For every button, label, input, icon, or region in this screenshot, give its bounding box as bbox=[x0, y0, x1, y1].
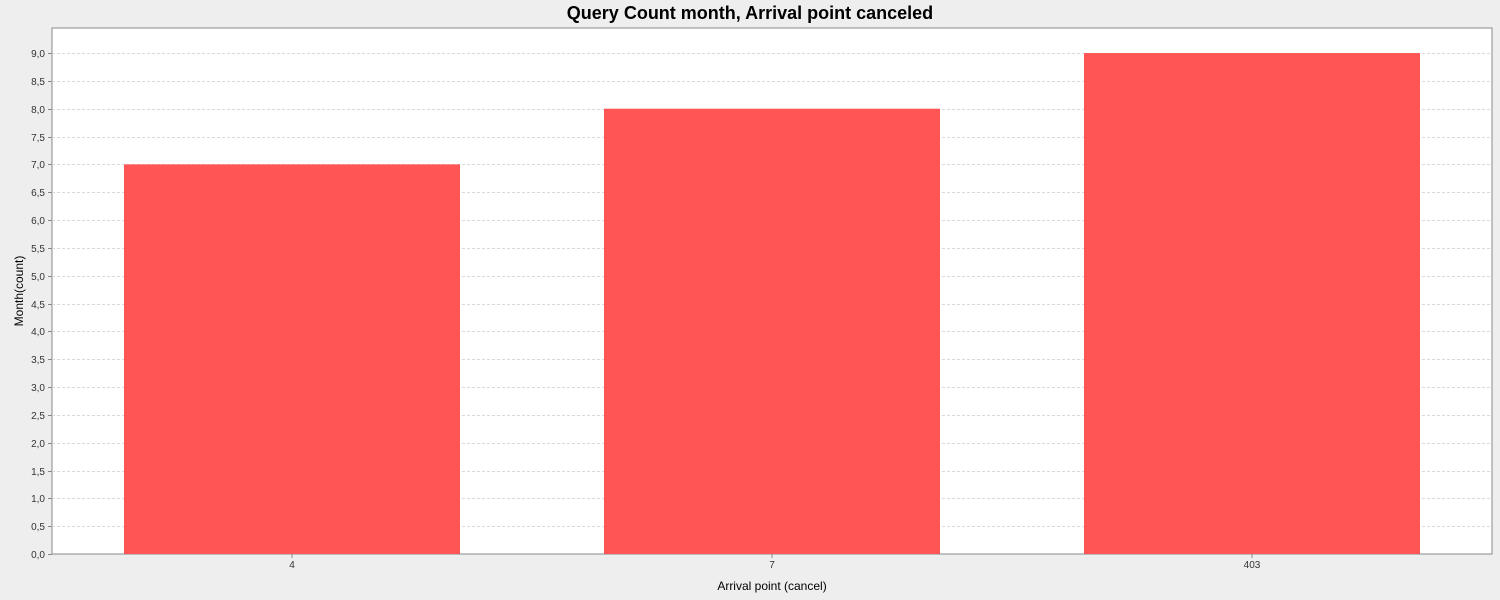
x-tick-label: 7 bbox=[769, 560, 775, 571]
bar-403 bbox=[1084, 53, 1420, 555]
y-tick-label: 0,0 bbox=[31, 550, 45, 561]
chart-title: Query Count month, Arrival point cancele… bbox=[567, 3, 933, 23]
y-tick-label: 2,0 bbox=[31, 439, 45, 450]
y-tick-label: 8,5 bbox=[31, 77, 45, 88]
y-tick-label: 1,5 bbox=[31, 467, 45, 478]
y-axis-label: Month(count) bbox=[12, 256, 26, 327]
y-tick-label: 9,0 bbox=[31, 49, 45, 60]
y-tick-label: 6,0 bbox=[31, 216, 45, 227]
bar-4 bbox=[124, 164, 460, 555]
y-tick-label: 7,5 bbox=[31, 133, 45, 144]
y-tick-label: 6,5 bbox=[31, 188, 45, 199]
x-tick-label: 4 bbox=[289, 560, 295, 571]
x-tick-label: 403 bbox=[1244, 560, 1261, 571]
x-axis-ticks: 4 7 403 bbox=[289, 554, 1261, 571]
y-tick-label: 0,5 bbox=[31, 522, 45, 533]
y-tick-label: 3,5 bbox=[31, 355, 45, 366]
y-tick-label: 1,0 bbox=[31, 494, 45, 505]
y-tick-label: 2,5 bbox=[31, 411, 45, 422]
y-tick-label: 4,5 bbox=[31, 300, 45, 311]
y-tick-label: 7,0 bbox=[31, 160, 45, 171]
bars bbox=[124, 53, 1420, 555]
y-tick-label: 8,0 bbox=[31, 105, 45, 116]
x-axis-label: Arrival point (cancel) bbox=[717, 579, 826, 593]
y-tick-label: 5,0 bbox=[31, 272, 45, 283]
y-axis-ticks: 0,0 0,5 1,0 1,5 2,0 2,5 3,0 3,5 4,0 4,5 5,0 5,5 6,0 6… bbox=[31, 49, 52, 561]
y-tick-label: 3,0 bbox=[31, 383, 45, 394]
y-tick-label: 5,5 bbox=[31, 244, 45, 255]
y-tick-label: 4,0 bbox=[31, 327, 45, 338]
bar-7 bbox=[604, 108, 940, 555]
